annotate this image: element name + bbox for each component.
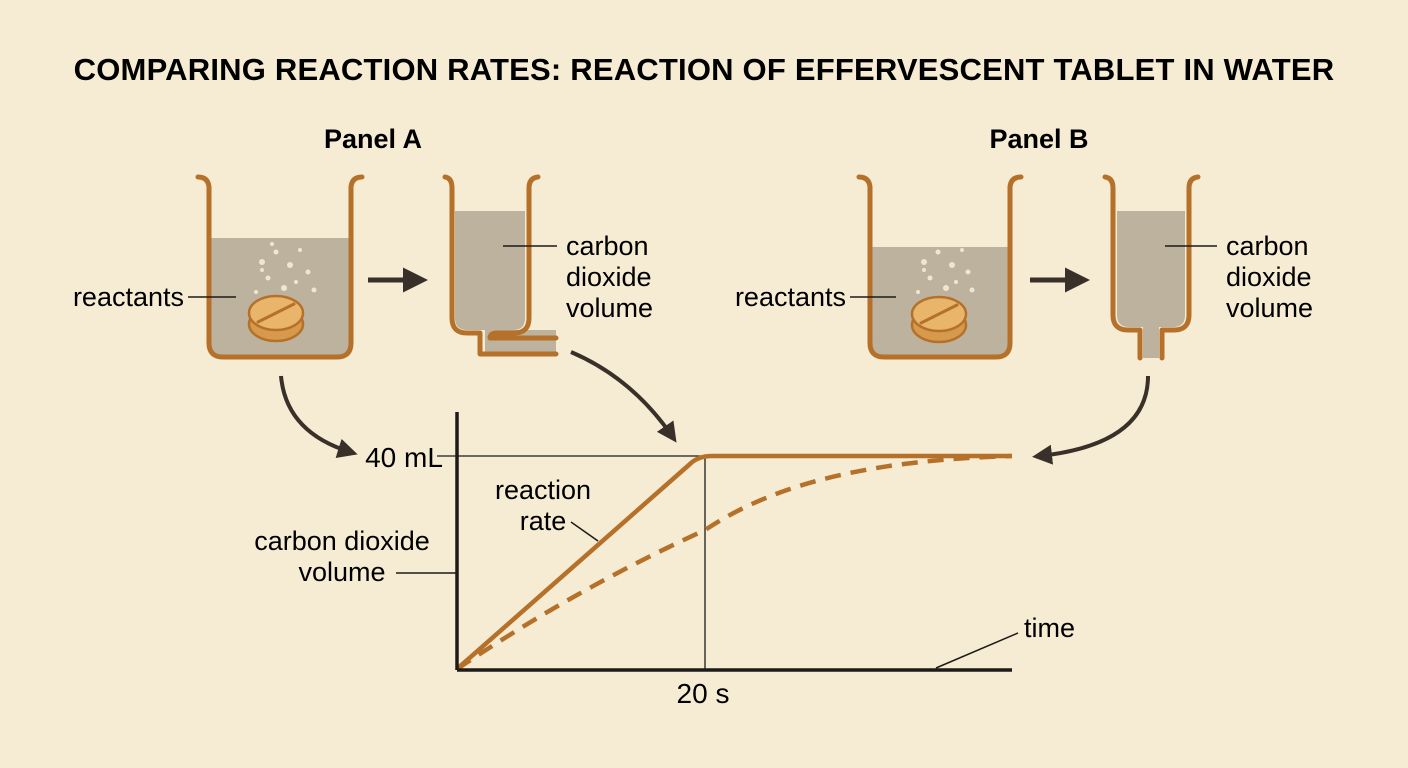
panel-a-to-curve-arrow (570, 350, 677, 443)
y-axis-label-2: volume (298, 557, 385, 587)
rate-label-1: reaction (495, 475, 591, 505)
panel-a-tablet (247, 294, 305, 343)
panel-a-reactants-label: reactants (73, 282, 184, 312)
rate-label-leader (570, 521, 599, 542)
panel-b-reactants-label: reactants (735, 282, 846, 312)
panel-a-gas-collector (442, 174, 559, 357)
y-tick-label: 40 mL (365, 442, 443, 473)
panel-b-heading: Panel B (989, 124, 1088, 154)
curve-panel-b (455, 453, 1013, 671)
panel-a-gas-label-2: dioxide (566, 262, 652, 292)
panel-a-collector-outline-left (442, 174, 559, 357)
x-axis-label-leader (935, 632, 1019, 669)
panel-a-gas-label-1: carbon (566, 231, 649, 261)
panel-b-gas-label-2: dioxide (1226, 262, 1312, 292)
panel-b-bubbles (916, 242, 975, 294)
panel-b: Panel B reactants car (735, 124, 1313, 361)
diagram-title: COMPARING REACTION RATES: REACTION OF EF… (74, 52, 1335, 87)
panel-a: Panel A reactants (73, 124, 653, 360)
panel-b-to-curve-arrow (1032, 375, 1150, 465)
volume-time-graph: 40 mL 20 s carbon dioxide volume reactio… (254, 412, 1075, 709)
panel-a-gas-fill (455, 211, 525, 330)
panel-b-collector-outline-right (1159, 174, 1201, 361)
panel-b-gas-label-3: volume (1226, 293, 1313, 323)
panel-a-beaker (195, 174, 365, 360)
panel-a-beaker-outline (195, 174, 365, 360)
y-axis-label-1: carbon dioxide (254, 526, 430, 556)
x-axis-label: time (1024, 613, 1075, 643)
panel-b-gas-fill (1117, 211, 1185, 327)
panel-b-gas-collector (1102, 174, 1201, 361)
panel-a-heading: Panel A (324, 124, 422, 154)
panel-a-bubbles (254, 242, 317, 294)
panel-b-collector-outline-left (1102, 174, 1143, 361)
panel-a-gas-label-3: volume (566, 293, 653, 323)
panel-a-collector-outline-right (487, 174, 559, 341)
panel-b-beaker (856, 174, 1024, 360)
curve-panel-a (455, 453, 1012, 671)
panel-b-tablet (910, 295, 968, 344)
x-tick-label: 20 s (677, 678, 730, 709)
panel-b-gas-label-1: carbon (1226, 231, 1309, 261)
reactants-to-y-axis-arrow (279, 375, 358, 458)
panel-b-beaker-outline (856, 174, 1024, 360)
rate-label-2: rate (520, 506, 567, 536)
